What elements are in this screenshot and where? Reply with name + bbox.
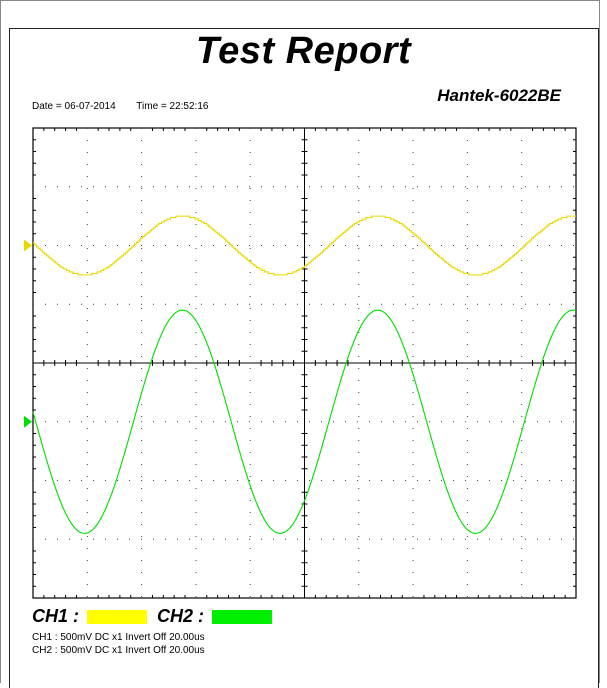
ch1-legend-label: CH1 : <box>32 606 80 626</box>
ch2-color-swatch <box>212 609 273 624</box>
ch1-color-swatch <box>87 609 148 624</box>
ch2-legend-label: CH2 : <box>157 606 205 626</box>
report-frame <box>9 28 599 688</box>
ch1-settings: CH1 : 500mV DC x1 Invert Off 20.00us <box>32 632 205 643</box>
ch1-ground-marker <box>24 239 32 252</box>
device-model: Hantek-6022BE <box>437 86 561 105</box>
channel-settings: CH1 : 500mV DC x1 Invert Off 20.00us CH2… <box>32 631 205 657</box>
ch2-waveform <box>32 309 577 534</box>
channel-legend: CH1 : CH2 : <box>32 606 282 627</box>
report-title: Test Report <box>195 30 412 72</box>
report-meta: Date = 06-07-2014 Time = 22:52:16 <box>32 101 226 112</box>
ch2-settings: CH2 : 500mV DC x1 Invert Off 20.00us <box>32 645 205 656</box>
ch1-waveform <box>33 215 576 276</box>
ch2-ground-marker <box>24 415 32 428</box>
report-time: Time = 22:52:16 <box>136 101 209 112</box>
report-date: Date = 06-07-2014 <box>32 101 116 112</box>
